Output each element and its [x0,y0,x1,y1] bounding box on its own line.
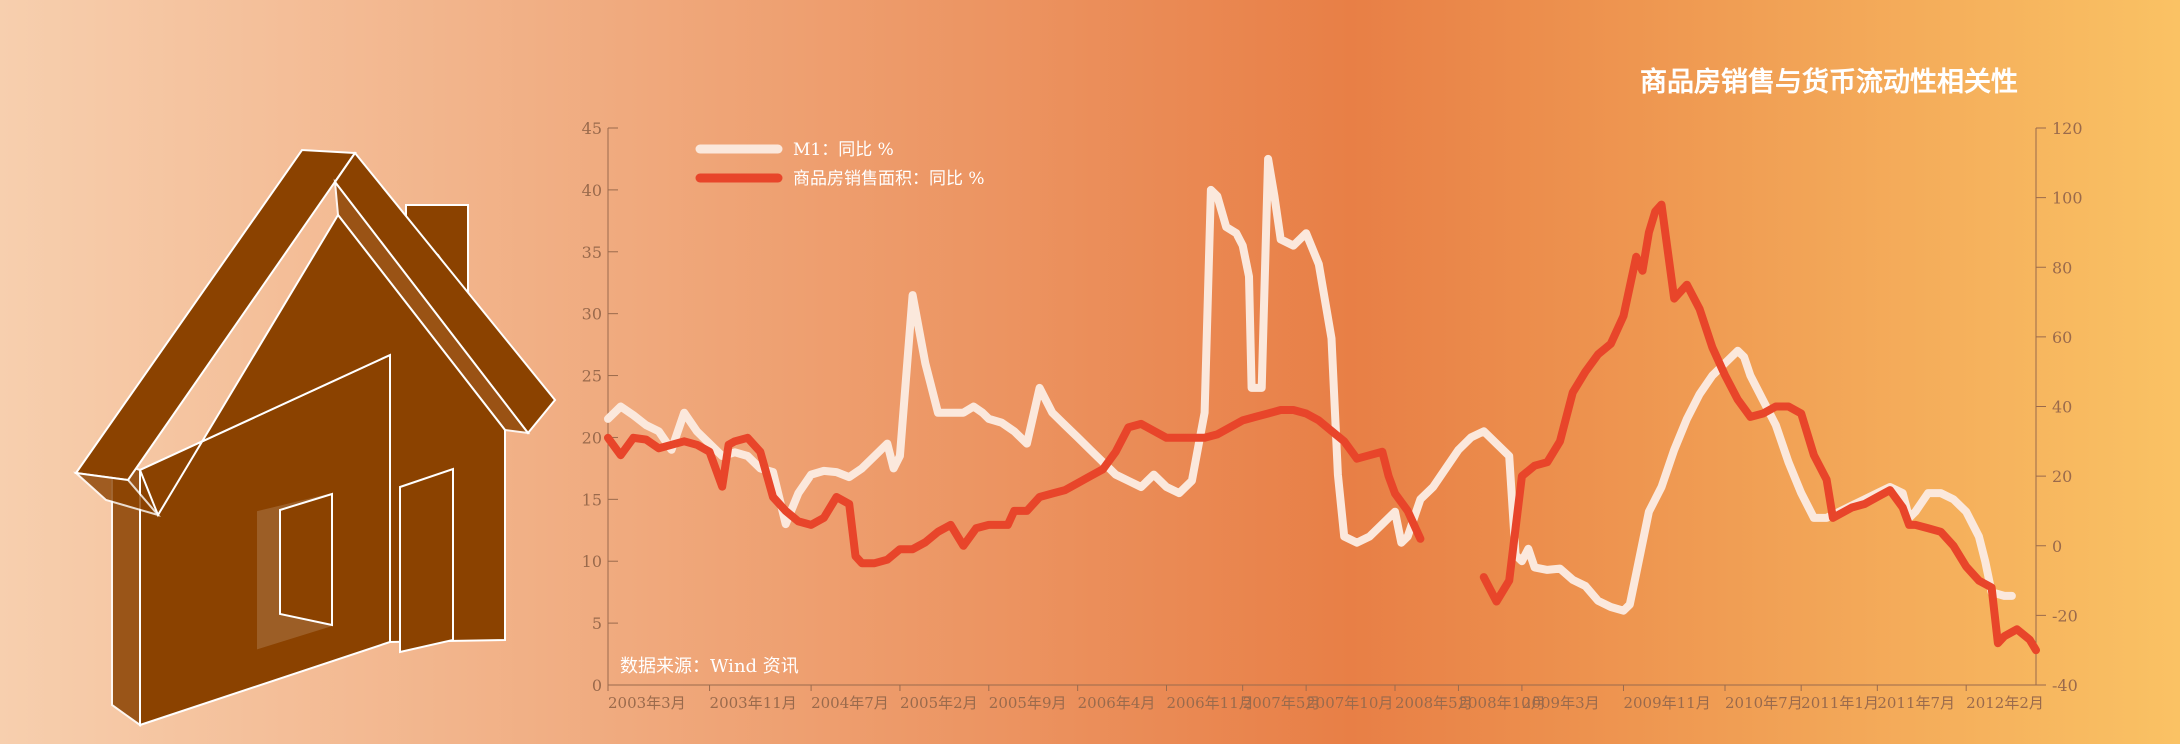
left-tick-label: 35 [582,243,602,262]
left-tick-label: 45 [582,119,602,138]
x-tick-label: 2005年2月 [900,694,978,712]
x-tick-label: 2009年3月 [1522,694,1600,712]
legend-label-m1: M1：同比 % [793,140,894,160]
series-line-sales [1479,200,2040,655]
x-tick-label: 2003年11月 [710,694,797,712]
legend-label-sales: 商品房销售面积：同比 % [793,169,985,189]
left-tick-label: 0 [592,676,602,695]
right-tick-label: 100 [2052,189,2083,208]
series-line-sales [604,406,1425,568]
right-tick-label: -40 [2052,676,2078,695]
right-tick-label: 40 [2052,398,2072,417]
x-tick-label: 2007年10月 [1306,694,1393,712]
right-tick-label: -20 [2052,606,2078,625]
left-tick-label: 20 [582,428,602,447]
legend: M1：同比 % 商品房销售面积：同比 % [695,140,985,189]
right-tick-label: 20 [2052,467,2072,486]
right-tick-label: 60 [2052,328,2072,347]
x-tick-label: 2004年7月 [811,694,889,712]
x-tick-label: 2003年3月 [608,694,686,712]
x-tick-label: 2009年11月 [1623,694,1710,712]
x-tick-label: 2010年7月 [1725,694,1803,712]
left-tick-label: 25 [582,367,602,386]
x-tick-label: 2011年7月 [1877,694,1955,712]
x-tick-label: 2006年4月 [1078,694,1156,712]
x-tick-label: 2008年10月 [1458,694,1545,712]
x-tick-label: 2005年9月 [989,694,1067,712]
right-tick-label: 0 [2052,537,2062,556]
chart-title: 商品房销售与货币流动性相关性 [1640,67,2018,98]
x-tick-label: 2012年2月 [1966,694,2044,712]
left-tick-label: 10 [582,552,602,571]
left-tick-label: 40 [582,181,602,200]
house-icon [72,148,557,727]
x-tick-label: 2007年5月 [1243,694,1321,712]
right-tick-label: 80 [2052,258,2072,277]
source-note: 数据来源：Wind 资讯 [620,656,799,677]
x-tick-label: 2011年1月 [1801,694,1879,712]
x-tick-label: 2008年5月 [1395,694,1473,712]
x-tick-label: 2006年11月 [1167,694,1254,712]
left-tick-label: 15 [582,490,602,509]
series-line-m1 [604,154,2016,615]
left-tick-label: 30 [582,305,602,324]
left-tick-label: 5 [592,614,602,633]
right-tick-label: 120 [2052,119,2083,138]
